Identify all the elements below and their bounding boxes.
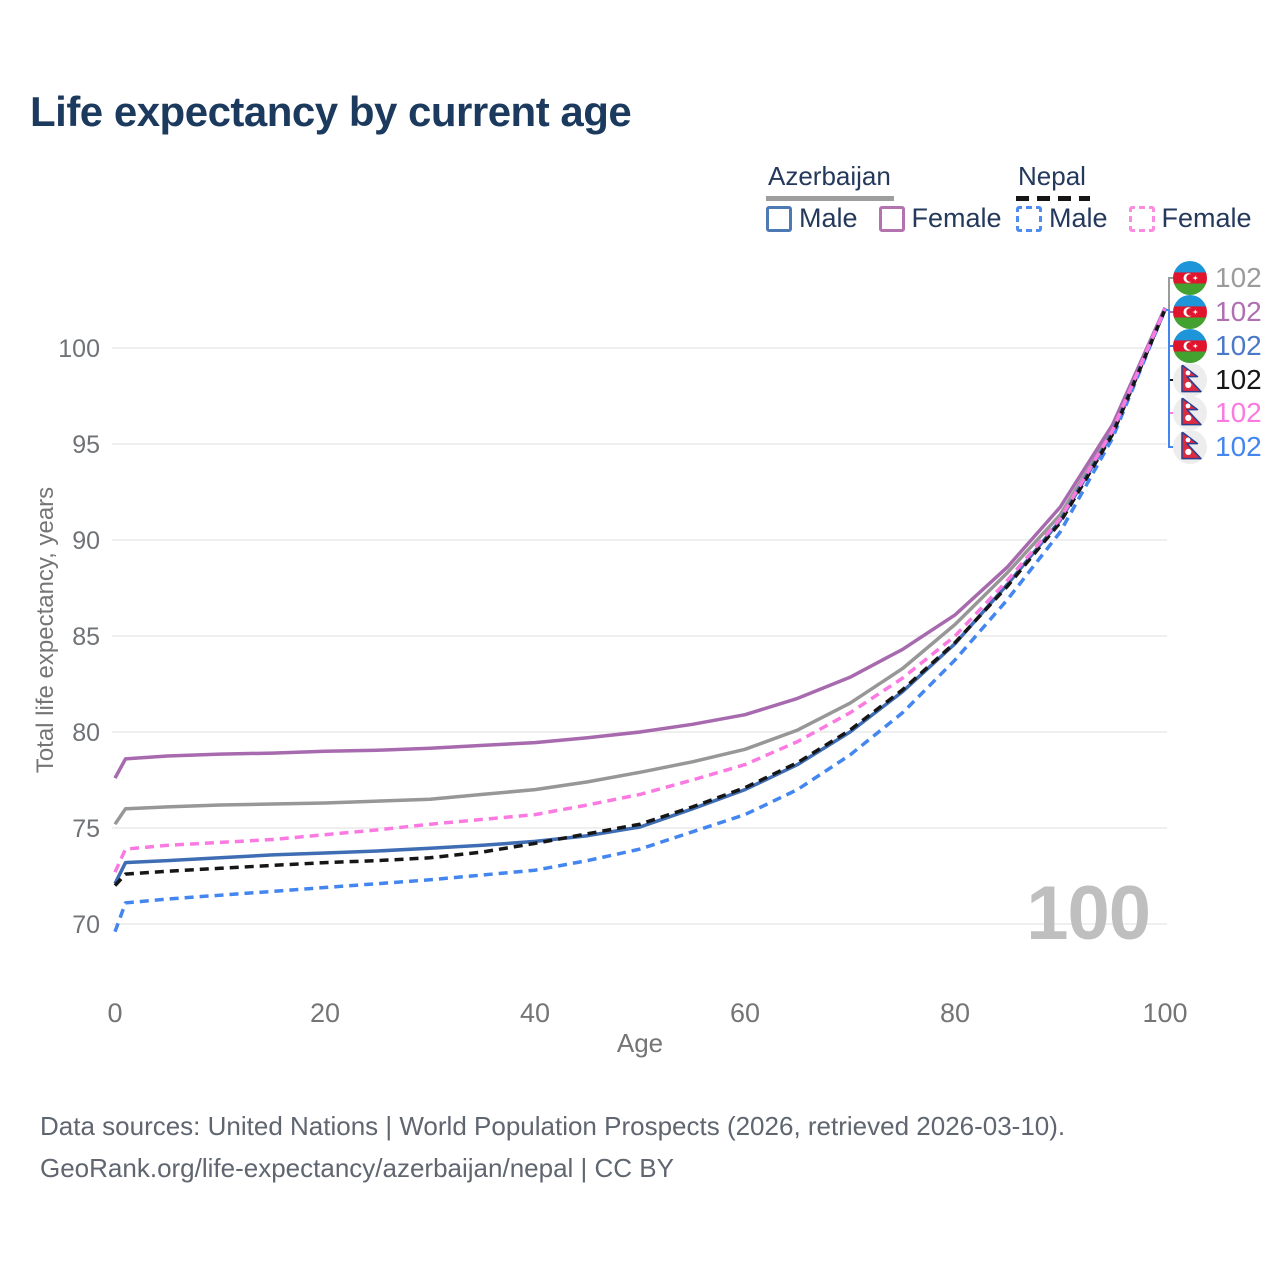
legend-item-azerbaijan-male[interactable]: Male <box>766 203 858 234</box>
x-axis-title: Age <box>616 1028 664 1058</box>
series-end-value: 102 <box>1215 364 1262 395</box>
y-tick-label: 75 <box>72 815 100 843</box>
y-tick-label: 100 <box>58 335 100 363</box>
nepal-flag-icon <box>1173 430 1207 464</box>
legend-country-azerbaijan[interactable]: Azerbaijan <box>768 161 891 191</box>
legend-item-nepal-female[interactable]: Female <box>1128 203 1252 234</box>
azerbaijan-flag-icon <box>1173 329 1207 363</box>
series-end-label-row: 102 <box>1173 363 1262 397</box>
y-axis-title: Total life expectancy, years <box>32 486 59 774</box>
age-counter-watermark: 100 <box>1026 871 1151 956</box>
page-title: Life expectancy by current age <box>30 88 632 135</box>
azerbaijan-line-style-swatch <box>766 196 894 201</box>
series-line-azerbaijan-male <box>113 308 1167 885</box>
series-end-label-row: 102 <box>1173 261 1262 295</box>
azerbaijan-female-swatch-icon <box>878 205 905 232</box>
y-tick-label: 70 <box>72 911 100 939</box>
legend-country-nepal[interactable]: Nepal <box>1018 161 1086 191</box>
y-tick-label: 90 <box>72 527 100 555</box>
nepal-line-style-swatch <box>1016 196 1090 201</box>
legend-label-nepal-male: Male <box>1049 203 1108 233</box>
azerbaijan-flag-icon <box>1173 295 1207 329</box>
x-tick-label: 100 <box>1142 998 1187 1028</box>
series-end-value: 102 <box>1215 262 1262 293</box>
series-end-value: 102 <box>1215 330 1262 361</box>
series-end-label-row: 102 <box>1173 396 1262 430</box>
series-end-label-row: 102 <box>1173 430 1262 464</box>
series-end-value: 102 <box>1215 397 1262 428</box>
legend-label-nepal-female: Female <box>1161 203 1252 233</box>
nepal-male-swatch-icon <box>1016 205 1042 232</box>
nepal-flag-icon <box>1173 396 1207 430</box>
legend-label-azerbaijan-male: Male <box>799 203 858 233</box>
x-tick-label: 0 <box>107 998 122 1028</box>
legend-label-azerbaijan-female: Female <box>911 203 1002 233</box>
series-line-nepal-both-sexes <box>113 308 1167 887</box>
series-line-azerbaijan-female <box>113 306 1167 779</box>
y-tick-label: 95 <box>72 431 100 459</box>
data-sources-text: Data sources: United Nations | World Pop… <box>40 1111 1066 1141</box>
series-end-label-row: 102 <box>1173 295 1262 329</box>
series-line-nepal-female <box>113 307 1167 873</box>
x-tick-label: 80 <box>940 998 970 1028</box>
x-tick-label: 20 <box>310 998 340 1028</box>
end-label-leader-line <box>1166 309 1174 448</box>
series-line-azerbaijan-both-sexes <box>113 308 1167 826</box>
series-end-value: 102 <box>1215 431 1262 462</box>
y-tick-label: 80 <box>72 719 100 747</box>
x-tick-label: 40 <box>520 998 550 1028</box>
series-end-value: 102 <box>1215 296 1262 327</box>
footer: Data sources: United Nations | World Pop… <box>40 1105 1065 1189</box>
nepal-female-swatch-icon <box>1128 205 1155 232</box>
azerbaijan-flag-icon <box>1173 261 1207 295</box>
azerbaijan-male-swatch-icon <box>766 205 792 232</box>
attribution-text: GeoRank.org/life-expectancy/azerbaijan/n… <box>40 1153 674 1183</box>
legend-item-nepal-male[interactable]: Male <box>1016 203 1108 234</box>
series-end-label-row: 102 <box>1173 329 1262 363</box>
x-tick-label: 60 <box>730 998 760 1028</box>
series-line-nepal-male <box>113 308 1167 933</box>
nepal-flag-icon <box>1173 363 1207 397</box>
y-tick-label: 85 <box>72 623 100 651</box>
legend-item-azerbaijan-female[interactable]: Female <box>878 203 1002 234</box>
